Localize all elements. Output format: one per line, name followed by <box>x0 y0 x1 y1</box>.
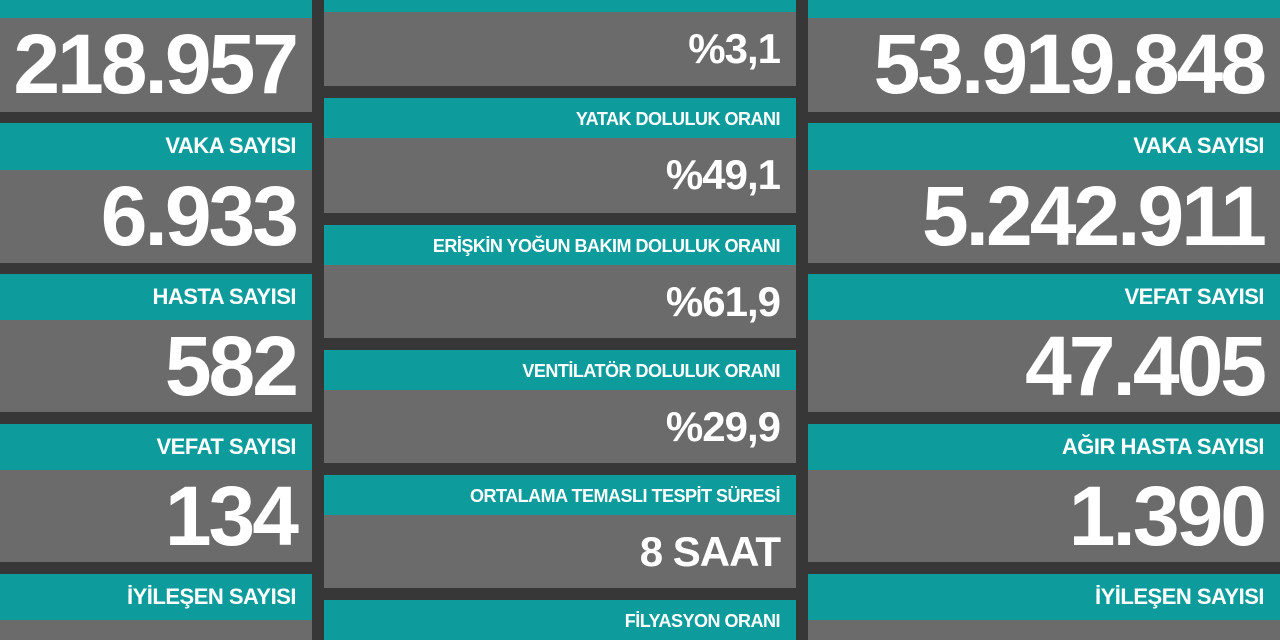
right-stat-label: TEST SAYISI <box>808 0 1280 18</box>
center-stat-value: %61,9 <box>324 265 796 338</box>
left-stat-label: VAKA SAYISI <box>0 123 312 170</box>
center-stat-value: %3,1 <box>324 12 796 86</box>
right-stat-label: İYİLEŞEN SAYISI <box>808 574 1280 620</box>
left-stat-label: İYİLEŞEN SAYISI <box>0 574 312 620</box>
right-stat-value: 53.919.848 <box>808 18 1280 112</box>
left-stat-value: 6.933 <box>0 170 312 263</box>
center-stat-value: 8 SAAT <box>324 515 796 588</box>
left-stat-label: TEST SAYISI <box>0 0 312 18</box>
left-stat-label: HASTA SAYISI <box>0 274 312 320</box>
right-stat-label: AĞIR HASTA SAYISI <box>808 424 1280 470</box>
left-stat-value: 134 <box>0 470 312 562</box>
center-stat-label: ORTALAMA TEMASLI TESPİT SÜRESİ <box>324 475 796 515</box>
center-stat-label: VENTİLATÖR DOLULUK ORANI <box>324 350 796 390</box>
left-stat-value <box>0 620 312 640</box>
center-stat-label: HASTALARDA ZATÜRRE ORANI <box>324 0 796 12</box>
right-stat-label: VAKA SAYISI <box>808 123 1280 170</box>
center-stat-value: %49,1 <box>324 138 796 213</box>
right-stat-value: 1.390 <box>808 470 1280 562</box>
left-stat-label: VEFAT SAYISI <box>0 424 312 470</box>
center-stat-label: FİLYASYON ORANI <box>324 600 796 640</box>
right-stat-value: 5.242.911 <box>808 170 1280 263</box>
left-stat-value: 582 <box>0 320 312 412</box>
right-stat-label: VEFAT SAYISI <box>808 274 1280 320</box>
right-stat-value <box>808 620 1280 640</box>
center-stat-label: ERİŞKİN YOĞUN BAKIM DOLULUK ORANI <box>324 225 796 265</box>
left-stat-value: 218.957 <box>0 18 312 112</box>
right-stat-value: 47.405 <box>808 320 1280 412</box>
center-stat-label: YATAK DOLULUK ORANI <box>324 98 796 138</box>
center-stat-value: %29,9 <box>324 390 796 463</box>
